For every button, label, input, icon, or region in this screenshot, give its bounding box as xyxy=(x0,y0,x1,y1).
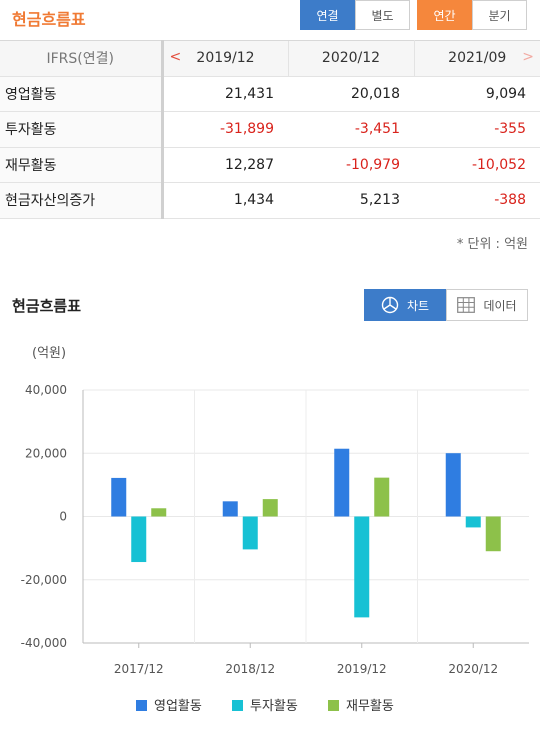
quarterly-button[interactable]: 분기 xyxy=(472,0,527,30)
table-cell: -3,451 xyxy=(288,111,414,148)
period-header: < 2019/12 xyxy=(162,40,288,77)
table-row: 투자활동 -31,899 -3,451 -355 xyxy=(0,111,540,148)
prev-arrow-icon[interactable]: < xyxy=(169,49,182,65)
table-grid-icon xyxy=(457,297,476,313)
pie-chart-icon xyxy=(381,296,399,314)
bar-financing xyxy=(262,499,278,517)
separate-button[interactable]: 별도 xyxy=(355,0,410,30)
view-toggle: 차트 데이터 xyxy=(364,289,528,321)
consolidation-toggle: 연결 별도 xyxy=(300,0,410,30)
cashflow-bar-chart: 40,000 20,000 0 -20,000 -40,000 2017/12 2018/1… xyxy=(21,383,529,714)
period-header: 2020/12 xyxy=(287,40,415,77)
chart-section-title: 현금흐름표 xyxy=(12,297,82,315)
period-header: 2021/09 > xyxy=(414,40,540,77)
legend-swatch xyxy=(328,700,339,711)
y-tick-label: 40,000 xyxy=(25,383,67,397)
row-label: 영업활동 xyxy=(0,76,164,112)
table-row: 현금자산의증가 1,434 5,213 -388 xyxy=(0,182,540,219)
row-label: 재무활동 xyxy=(0,147,164,183)
table-cell: -10,052 xyxy=(414,147,540,183)
bar-investing xyxy=(354,516,370,618)
bar-operating xyxy=(222,501,238,517)
y-tick-label: 0 xyxy=(59,510,67,524)
bar-operating xyxy=(445,453,461,517)
data-view-button[interactable]: 데이터 xyxy=(446,289,528,321)
table-cell: 5,213 xyxy=(288,182,414,219)
unit-note: * 단위 : 억원 xyxy=(456,237,528,252)
table-cell: -355 xyxy=(414,111,540,148)
bar-investing xyxy=(242,516,258,550)
legend-label: 재무활동 xyxy=(346,699,394,714)
chart-view-button[interactable]: 차트 xyxy=(364,289,446,321)
table-cell: -10,979 xyxy=(288,147,414,183)
bar-operating xyxy=(111,477,127,517)
table-cell: 21,431 xyxy=(162,76,288,112)
x-tick-label: 2019/12 xyxy=(337,662,387,676)
x-tick-label: 2020/12 xyxy=(448,662,498,676)
cashflow-table: IFRS(연결) < 2019/12 2020/12 2021/09 > 영업활… xyxy=(0,40,540,219)
table-cell: -388 xyxy=(414,182,540,219)
table-row: 재무활동 12,287 -10,979 -10,052 xyxy=(0,147,540,183)
ifrs-header: IFRS(연결) xyxy=(0,40,164,77)
y-axis-unit-label: (억원) xyxy=(32,346,67,361)
bar-investing xyxy=(131,516,147,563)
row-label: 현금자산의증가 xyxy=(0,182,164,219)
y-tick-label: -40,000 xyxy=(21,636,67,650)
row-label: 투자활동 xyxy=(0,111,164,148)
bar-financing xyxy=(374,477,390,517)
table-cell: 1,434 xyxy=(162,182,288,219)
legend-label: 영업활동 xyxy=(154,699,202,714)
legend-swatch xyxy=(136,700,147,711)
annual-button[interactable]: 연간 xyxy=(417,0,472,30)
y-tick-label: -20,000 xyxy=(21,573,67,587)
consolidated-button[interactable]: 연결 xyxy=(300,0,355,30)
bar-financing xyxy=(485,516,501,552)
y-tick-label: 20,000 xyxy=(25,446,67,460)
period-toggle: 연간 분기 xyxy=(417,0,527,30)
bar-investing xyxy=(465,516,481,528)
bar-financing xyxy=(151,508,167,517)
bar-operating xyxy=(334,448,350,517)
table-row: 영업활동 21,431 20,018 9,094 xyxy=(0,76,540,112)
page-title: 현금흐름표 xyxy=(12,10,86,29)
x-tick-label: 2018/12 xyxy=(225,662,275,676)
table-cell: 20,018 xyxy=(288,76,414,112)
table-cell: 9,094 xyxy=(414,76,540,112)
top-bar: 현금흐름표 연결 별도 연간 분기 xyxy=(0,0,540,40)
table-cell: -31,899 xyxy=(162,111,288,148)
table-header-row: IFRS(연결) < 2019/12 2020/12 2021/09 > xyxy=(0,40,540,77)
legend-label: 투자활동 xyxy=(250,699,298,714)
legend-swatch xyxy=(232,700,243,711)
x-tick-label: 2017/12 xyxy=(114,662,164,676)
next-arrow-icon[interactable]: > xyxy=(522,49,534,65)
table-cell: 12,287 xyxy=(162,147,288,183)
